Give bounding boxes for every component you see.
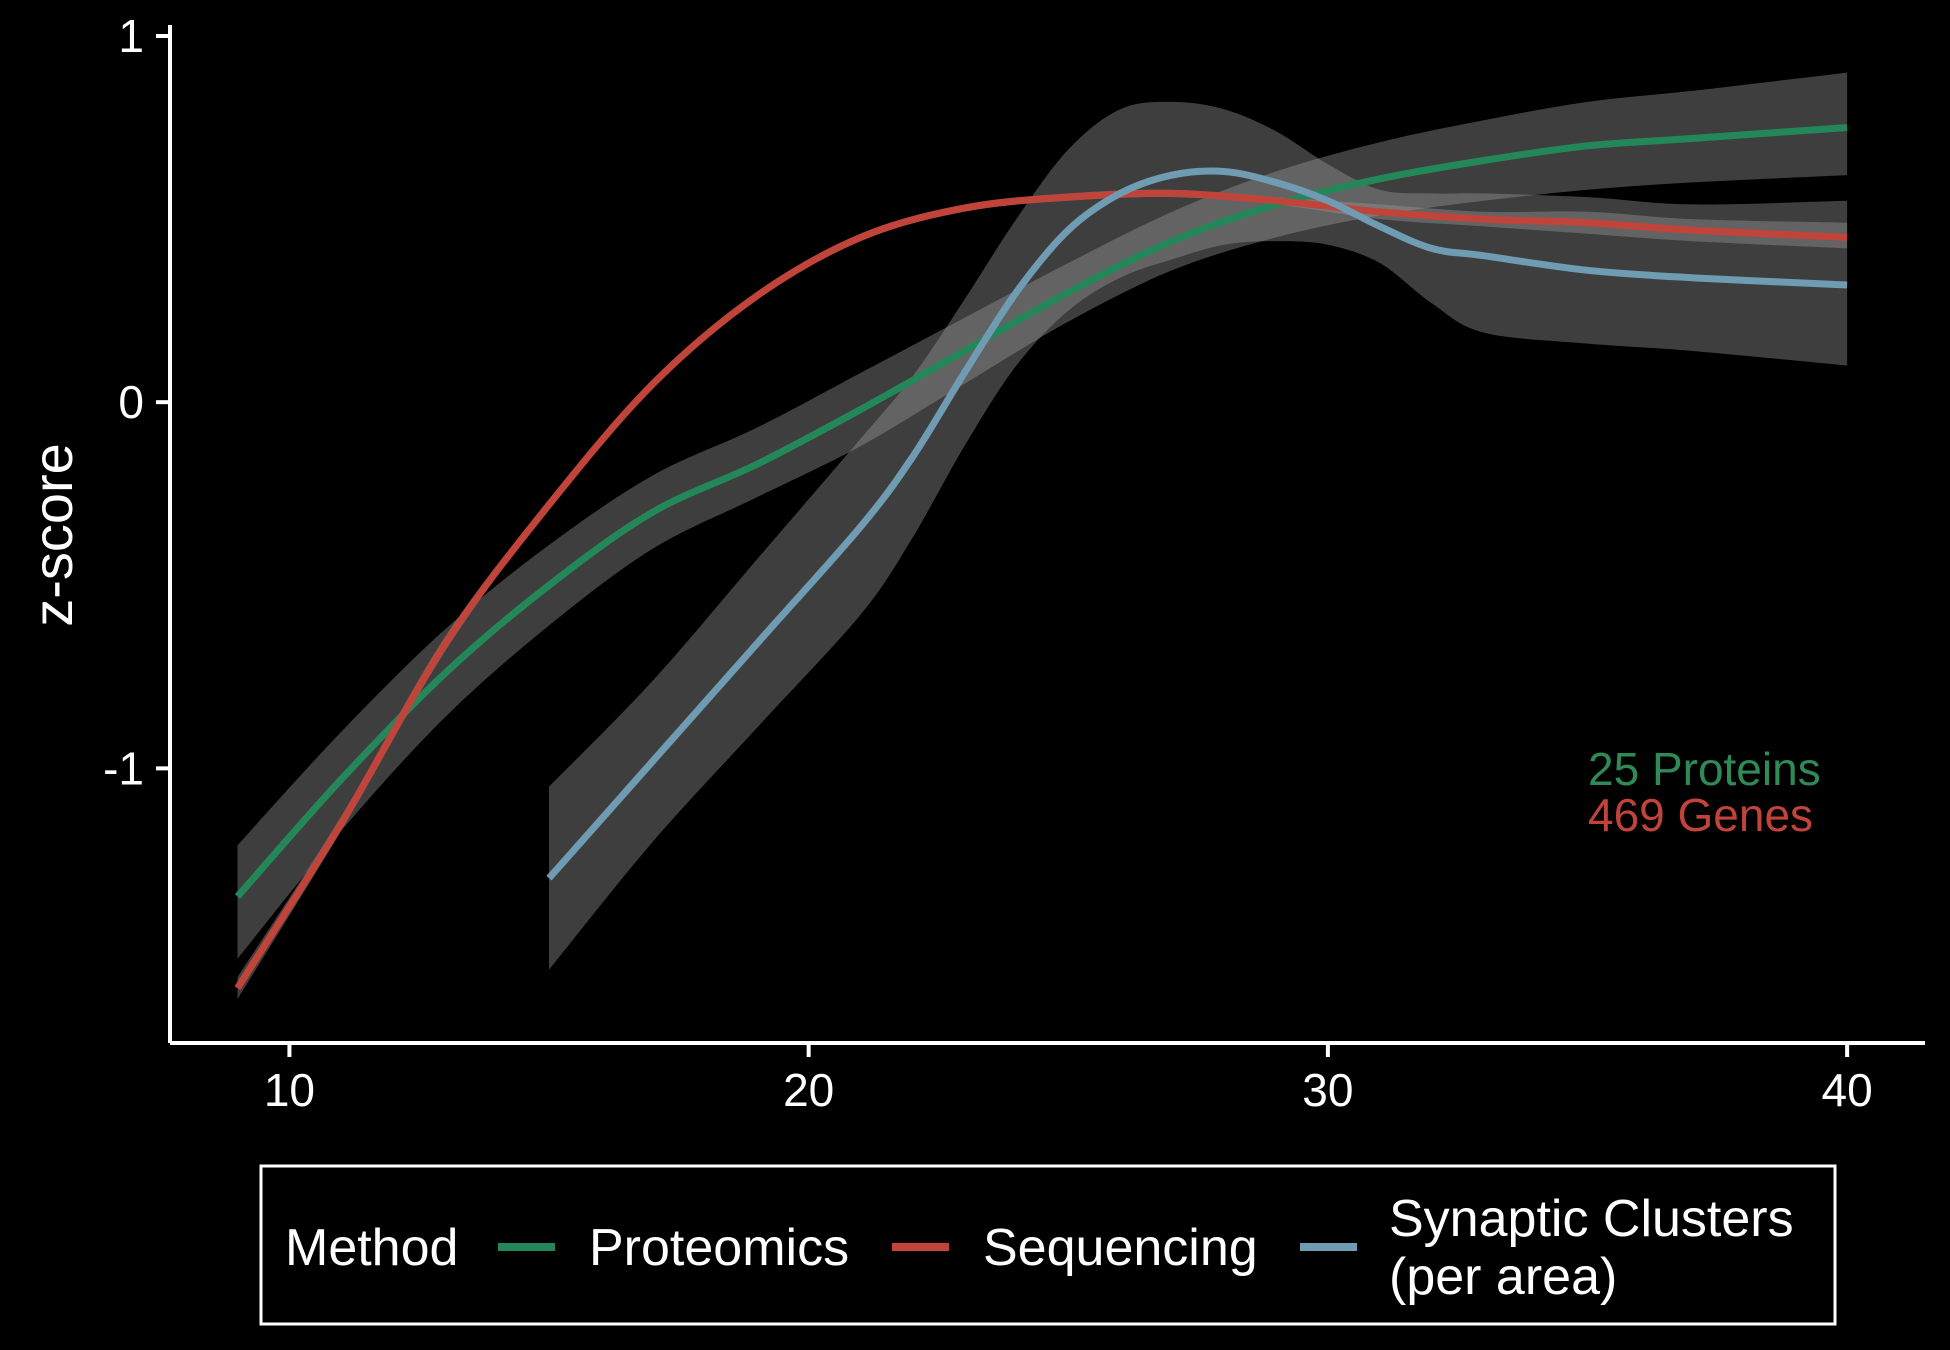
x-tick-label: 10 [264, 1064, 315, 1116]
y-tick-label: 0 [118, 376, 144, 428]
confidence-band-proteomics [237, 72, 1848, 959]
series-line-synaptic-clusters-per-area [546, 167, 1848, 881]
y-ticks: 1 0 -1 [103, 10, 170, 794]
x-axis: 10 20 30 40 [170, 1041, 1925, 1116]
legend-label-proteomics: Proteomics [589, 1219, 849, 1277]
confidence-bands [237, 72, 1848, 1000]
x-tick-label: 40 [1822, 1064, 1873, 1116]
series-line-proteomics [234, 124, 1848, 899]
y-axis: 1 0 -1 [103, 10, 172, 1043]
legend-label-sequencing: Sequencing [983, 1219, 1258, 1277]
series-line-sequencing [234, 189, 1848, 990]
annotations: 25 Proteins 469 Genes [1588, 743, 1821, 841]
annotation-proteins: 25 Proteins [1588, 743, 1821, 795]
legend-title: Method [285, 1219, 458, 1277]
x-tick-label: 20 [783, 1064, 834, 1116]
x-ticks: 10 20 30 40 [264, 1043, 1873, 1116]
y-tick-label: -1 [103, 742, 144, 794]
x-tick-label: 30 [1302, 1064, 1353, 1116]
y-axis-title: z-score [21, 443, 84, 627]
series-lines [234, 124, 1848, 990]
legend: Method Proteomics Sequencing Synaptic Cl… [259, 1164, 1837, 1326]
legend-label-synaptic-clusters-line1: Synaptic Clusters [1389, 1190, 1794, 1248]
annotation-genes: 469 Genes [1588, 789, 1813, 841]
confidence-band-synaptic-clusters-per-area [549, 101, 1848, 970]
y-tick-label: 1 [118, 10, 144, 62]
legend-label-synaptic-clusters-line2: (per area) [1389, 1248, 1617, 1306]
